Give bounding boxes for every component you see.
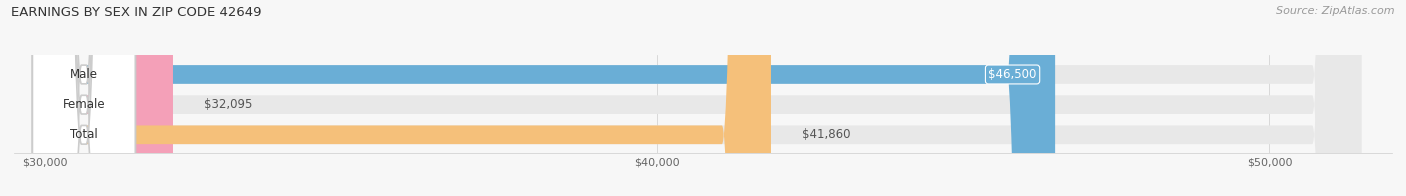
Text: $46,500: $46,500	[988, 68, 1036, 81]
FancyBboxPatch shape	[32, 0, 135, 196]
Text: Source: ZipAtlas.com: Source: ZipAtlas.com	[1277, 6, 1395, 16]
FancyBboxPatch shape	[32, 0, 173, 196]
FancyBboxPatch shape	[32, 0, 135, 196]
Text: Male: Male	[70, 68, 98, 81]
Text: $41,860: $41,860	[801, 128, 851, 141]
Text: Female: Female	[62, 98, 105, 111]
FancyBboxPatch shape	[32, 0, 1361, 196]
Text: EARNINGS BY SEX IN ZIP CODE 42649: EARNINGS BY SEX IN ZIP CODE 42649	[11, 6, 262, 19]
FancyBboxPatch shape	[32, 0, 770, 196]
FancyBboxPatch shape	[32, 0, 1054, 196]
Text: Total: Total	[70, 128, 98, 141]
FancyBboxPatch shape	[32, 0, 135, 196]
Text: $32,095: $32,095	[204, 98, 252, 111]
FancyBboxPatch shape	[32, 0, 1361, 196]
FancyBboxPatch shape	[32, 0, 1361, 196]
